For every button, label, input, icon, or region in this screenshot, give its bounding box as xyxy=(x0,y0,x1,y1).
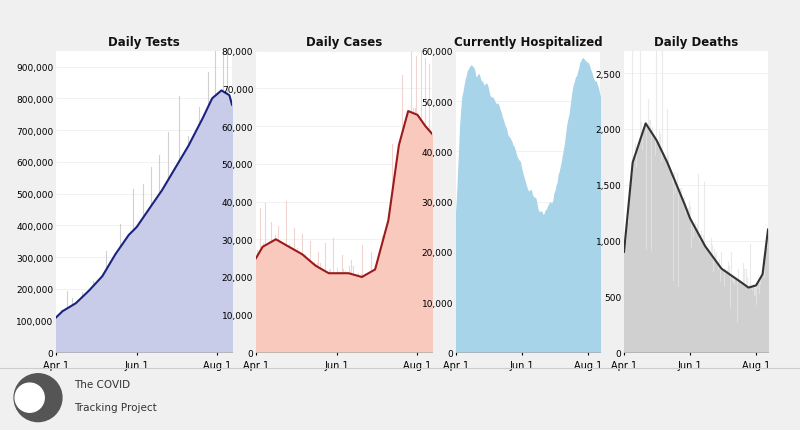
Title: Daily Cases: Daily Cases xyxy=(306,36,382,49)
Title: Currently Hospitalized: Currently Hospitalized xyxy=(454,36,602,49)
Circle shape xyxy=(15,383,44,412)
Title: Daily Deaths: Daily Deaths xyxy=(654,36,738,49)
Text: The COVID: The COVID xyxy=(74,379,130,389)
Title: Daily Tests: Daily Tests xyxy=(108,36,180,49)
Text: Tracking Project: Tracking Project xyxy=(74,402,156,412)
Circle shape xyxy=(14,374,62,421)
